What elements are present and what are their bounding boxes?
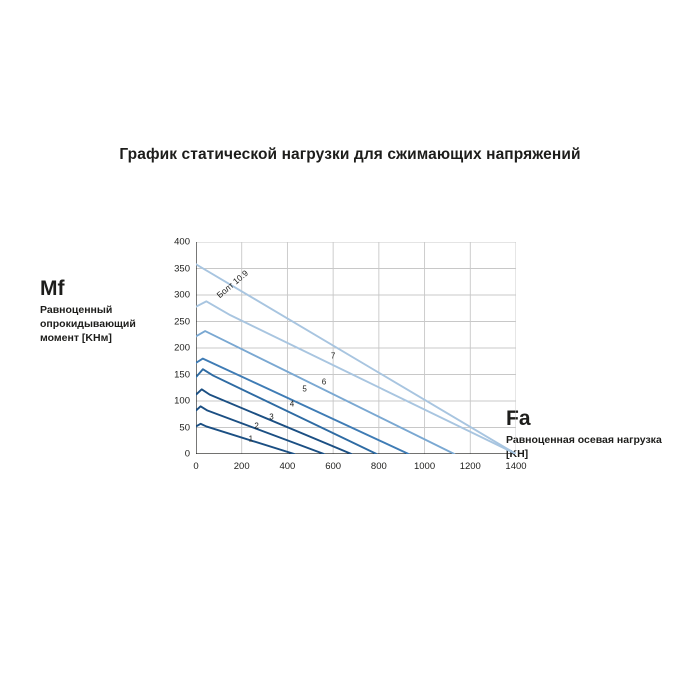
y-tick-label: 50 [179,422,190,433]
curve-label-3: 3 [269,412,274,422]
curve-4 [196,368,378,454]
y-tick-label: 100 [174,395,190,407]
x-tick-label: 600 [325,461,342,472]
y-tick-label: 350 [174,263,190,274]
curve-label-5: 5 [302,384,307,394]
y-axis-symbol: Mf [40,277,65,300]
curve-1 [196,422,296,454]
x-tick-label: 1200 [459,461,481,472]
x-tick-label: 1400 [505,461,527,472]
x-tick-label: 1000 [413,461,436,472]
y-tick-label: 400 [174,236,190,248]
x-axis-description: Равноценная осевая нагрузка [KH] [506,434,662,460]
page-title: График статической нагрузки для сжимающи… [119,146,581,163]
curve-6 [196,330,456,454]
y-axis-description: Равноценный опрокидывающий момент [KHм] [40,304,136,344]
curve-3 [196,388,353,454]
x-tick-label: 400 [279,461,296,472]
curve-label-7: 7 [330,351,336,361]
chart-plot [196,242,516,454]
y-tick-label: 300 [174,289,190,301]
y-tick-label: 250 [174,316,190,327]
curve-label-1: 1 [248,434,254,444]
y-tick-label: 200 [174,342,190,354]
curve-5 [196,357,410,454]
x-tick-label: 800 [370,461,387,472]
y-axis-caption: Mf Равноценный опрокидывающий момент [KH… [40,277,168,346]
curve-7 [196,300,516,454]
curve-label-4: 4 [289,399,295,409]
curve-group [196,263,516,454]
x-axis-symbol: Fa [506,407,531,430]
curve-label-2: 2 [254,421,259,431]
curve-bolt-line [196,263,516,454]
y-tick-label: 0 [184,448,190,460]
curve-label-6: 6 [321,377,327,387]
x-tick-label: 200 [233,461,250,472]
x-tick-label: 0 [193,461,199,472]
x-axis-caption: Fa Равноценная осевая нагрузка [KH] [506,407,678,462]
curve-2 [196,405,325,454]
y-tick-label: 150 [174,369,190,380]
static-load-chart: 0 50 100 150 200 250 300 350 400 0 200 400 600 800 100… [174,237,526,473]
